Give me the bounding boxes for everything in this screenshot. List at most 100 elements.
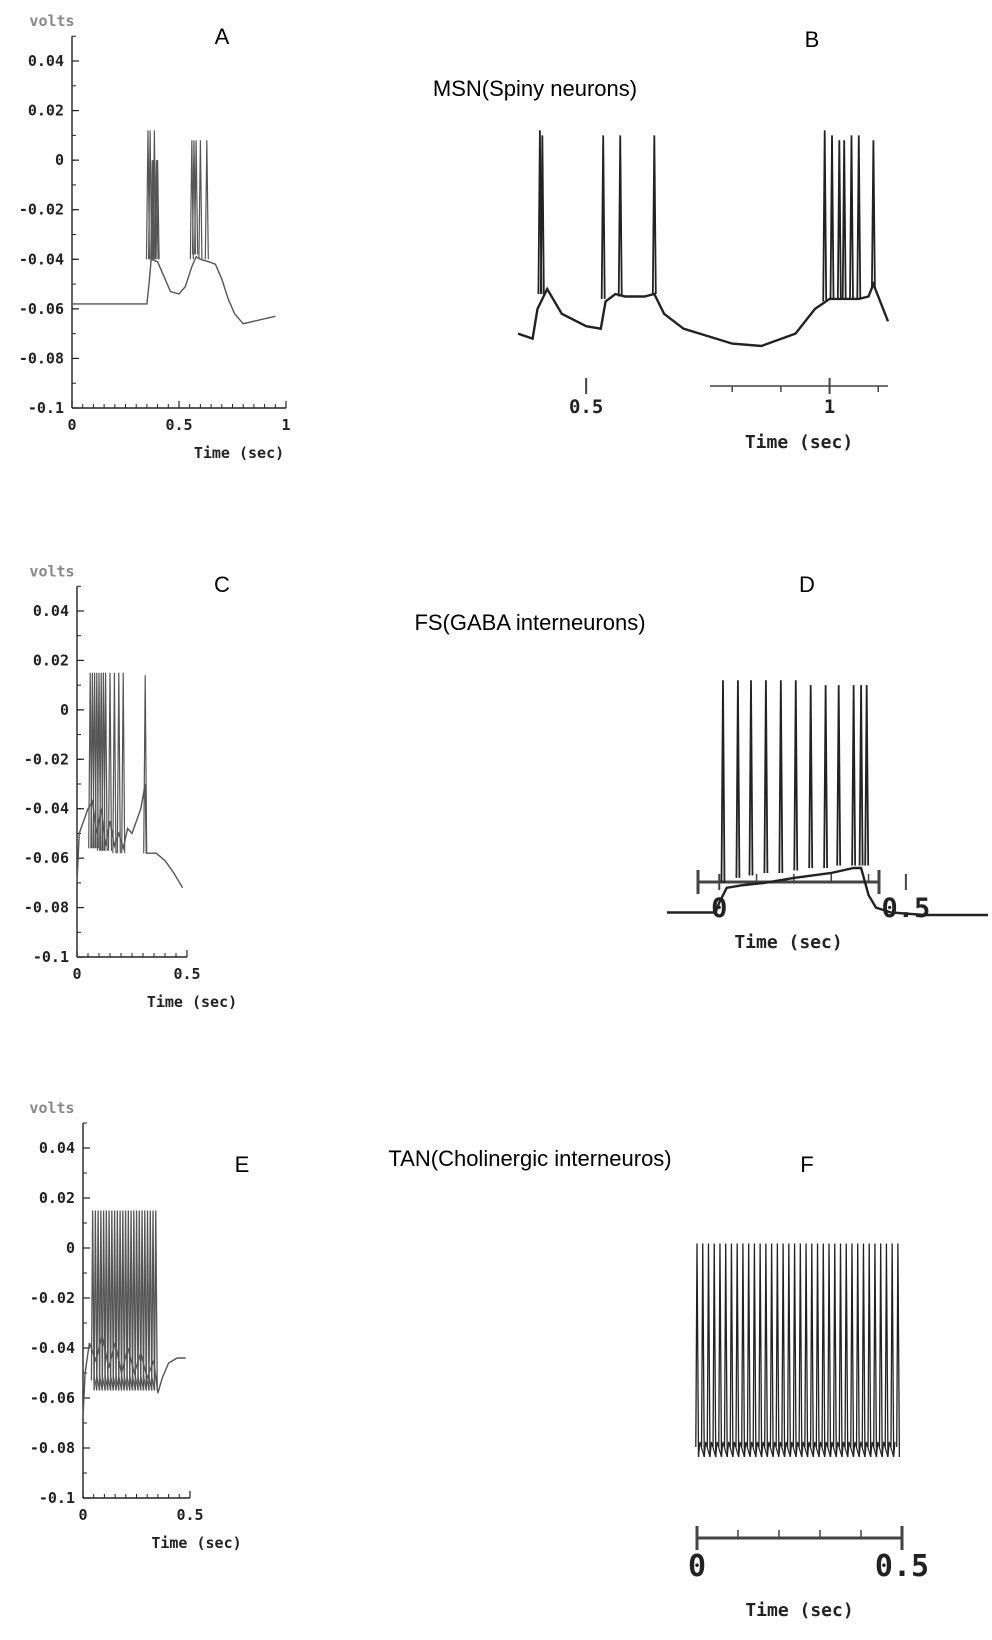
action-potential — [821, 1243, 826, 1458]
action-potential — [781, 1243, 786, 1458]
y-tick-label: 0.04 — [28, 52, 64, 70]
panel-b-plot: 0.5 1 Time (sec) — [517, 130, 890, 453]
action-potential — [145, 1210, 150, 1391]
action-potential — [861, 1243, 866, 1458]
action-potential — [126, 1210, 131, 1391]
x-tick-label: 0 — [72, 965, 81, 983]
action-potential — [651, 135, 657, 294]
action-potential — [204, 140, 209, 260]
action-potential — [116, 672, 121, 854]
x-tick-label: 0.5 — [165, 416, 192, 434]
y-tick-label: -0.06 — [30, 1389, 75, 1407]
action-potential — [112, 672, 117, 854]
action-potential — [712, 1243, 717, 1458]
y-tick-label: -0.08 — [24, 899, 69, 917]
action-potential — [700, 1243, 705, 1458]
action-potential — [129, 1210, 134, 1391]
y-tick-label: -0.04 — [19, 250, 64, 268]
x-axis-label: Time (sec) — [745, 432, 853, 453]
action-potential — [851, 685, 857, 866]
action-potential — [798, 1243, 803, 1458]
y-tick-label: -0.04 — [24, 800, 69, 818]
action-potential — [137, 1210, 142, 1391]
action-potential — [107, 672, 113, 851]
action-potential — [134, 1210, 139, 1391]
y-tick-label: -0.04 — [30, 1339, 75, 1357]
action-potential — [735, 1243, 740, 1458]
action-potential — [870, 140, 876, 290]
action-potential — [115, 1210, 120, 1391]
x-axis-label: Time (sec) — [734, 932, 842, 953]
x-tick-label: 0.5 — [173, 965, 200, 983]
action-potential — [198, 140, 203, 260]
panel-label-c: C — [214, 572, 230, 597]
x-axis-label: Time (sec) — [745, 1600, 853, 1621]
y-tick-label: -0.1 — [33, 948, 69, 966]
action-potential — [140, 1210, 145, 1391]
y-tick-label: -0.02 — [19, 201, 64, 219]
x-axis-label: Time (sec) — [151, 1534, 241, 1552]
action-potential — [873, 1243, 878, 1458]
y-axis-label: volts — [29, 562, 74, 580]
action-potential — [93, 1210, 98, 1391]
y-tick-label: 0.02 — [33, 651, 69, 669]
x-tick-label: 0.5 — [875, 1549, 929, 1584]
action-potential — [896, 1243, 901, 1458]
y-tick-label: 0 — [55, 151, 64, 169]
action-potential — [792, 1243, 797, 1458]
action-potential — [786, 1243, 791, 1458]
action-potential — [151, 160, 156, 260]
y-tick-label: 0.04 — [39, 1139, 75, 1157]
action-potential — [617, 135, 623, 297]
action-potential — [154, 160, 159, 260]
action-potential — [823, 685, 829, 869]
x-tick-label: 0.5 — [881, 893, 930, 924]
action-potential — [123, 1210, 128, 1391]
x-tick-label: 0 — [78, 1506, 87, 1524]
action-potential — [718, 1243, 723, 1458]
panel-e-plot: 0.04 0.02 0 -0.02 -0.04 -0.06 -0.08 -0.1 volts 0 0… — [29, 1099, 241, 1552]
action-potential — [118, 1210, 123, 1391]
x-tick-label: 0.5 — [569, 396, 603, 418]
x-tick-label: 0 — [711, 893, 727, 924]
action-potential — [822, 130, 828, 302]
action-potential — [763, 680, 769, 873]
action-potential — [752, 1243, 757, 1458]
action-potential — [775, 1243, 780, 1458]
y-tick-label: -0.06 — [24, 849, 69, 867]
interspike-trace — [697, 1441, 896, 1458]
x-axis-label: Time (sec) — [194, 444, 284, 462]
panel-f-plot: 0 0.5 Time (sec) — [688, 1243, 929, 1621]
action-potential — [142, 1210, 147, 1391]
y-tick-label: -0.08 — [19, 349, 64, 367]
action-potential — [103, 672, 108, 851]
action-potential — [878, 1243, 883, 1458]
x-axis-label: Time (sec) — [147, 993, 237, 1011]
action-potential — [143, 675, 148, 854]
panel-label-b: B — [805, 27, 820, 52]
action-potential — [746, 1243, 751, 1458]
x-tick-label: 0.5 — [176, 1506, 203, 1524]
action-potential — [151, 1210, 156, 1391]
action-potential — [96, 1210, 101, 1391]
panel-label-a: A — [215, 24, 230, 49]
action-potential — [112, 1210, 117, 1391]
action-potential — [729, 1243, 734, 1458]
row-title-msn: MSN(Spiny neurons) — [433, 76, 637, 101]
action-potential — [808, 685, 814, 869]
action-potential — [720, 680, 726, 883]
panel-a-plot: 0.04 0.02 0 -0.02 -0.04 -0.06 -0.08 -0.1 volts 0 0… — [19, 12, 291, 462]
x-tick-label: 1 — [824, 396, 835, 418]
panel-c-plot: 0.04 0.02 0 -0.02 -0.04 -0.06 -0.08 -0.1 volts 0 0… — [24, 562, 237, 1011]
row-title-fs: FS(GABA interneurons) — [414, 610, 645, 635]
action-potential — [695, 1243, 700, 1458]
action-potential — [827, 1243, 832, 1458]
y-tick-label: 0 — [60, 701, 69, 719]
y-tick-label: 0.02 — [28, 102, 64, 120]
action-potential — [836, 140, 842, 299]
action-potential — [850, 1243, 855, 1458]
y-tick-label: -0.02 — [24, 750, 69, 768]
action-potential — [109, 1210, 114, 1391]
action-potential — [809, 1243, 814, 1458]
